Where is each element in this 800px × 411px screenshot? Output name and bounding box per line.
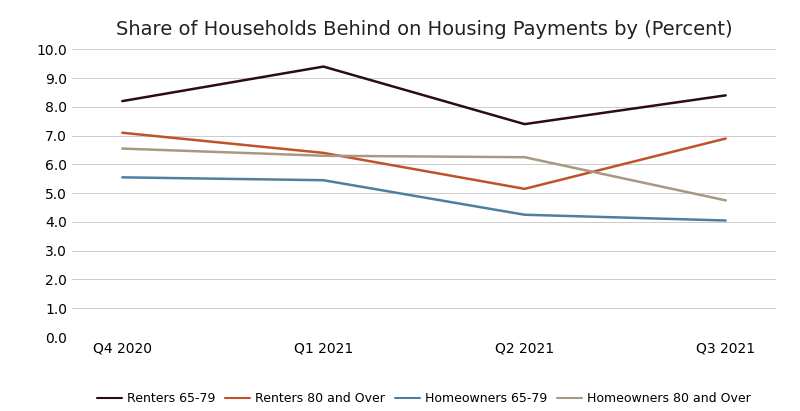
Line: Homeowners 80 and Over: Homeowners 80 and Over xyxy=(122,148,726,200)
Homeowners 80 and Over xyxy=(318,153,328,158)
Line: Renters 80 and Over: Renters 80 and Over xyxy=(122,133,726,189)
Renters 80 and Over xyxy=(118,130,127,135)
Homeowners 65-79 xyxy=(118,175,127,180)
Legend: Renters 65-79, Renters 80 and Over, Homeowners 65-79, Homeowners 80 and Over: Renters 65-79, Renters 80 and Over, Home… xyxy=(97,392,751,405)
Homeowners 65-79 xyxy=(721,218,730,223)
Homeowners 65-79 xyxy=(318,178,328,182)
Renters 80 and Over xyxy=(520,186,530,191)
Title: Share of Households Behind on Housing Payments by (Percent): Share of Households Behind on Housing Pa… xyxy=(116,21,732,39)
Renters 65-79 xyxy=(721,93,730,98)
Homeowners 80 and Over xyxy=(721,198,730,203)
Homeowners 80 and Over xyxy=(118,146,127,151)
Renters 80 and Over xyxy=(318,150,328,155)
Renters 80 and Over xyxy=(721,136,730,141)
Homeowners 65-79 xyxy=(520,212,530,217)
Line: Homeowners 65-79: Homeowners 65-79 xyxy=(122,177,726,220)
Renters 65-79 xyxy=(118,99,127,104)
Renters 65-79 xyxy=(318,64,328,69)
Renters 65-79 xyxy=(520,122,530,127)
Homeowners 80 and Over xyxy=(520,155,530,159)
Line: Renters 65-79: Renters 65-79 xyxy=(122,67,726,124)
